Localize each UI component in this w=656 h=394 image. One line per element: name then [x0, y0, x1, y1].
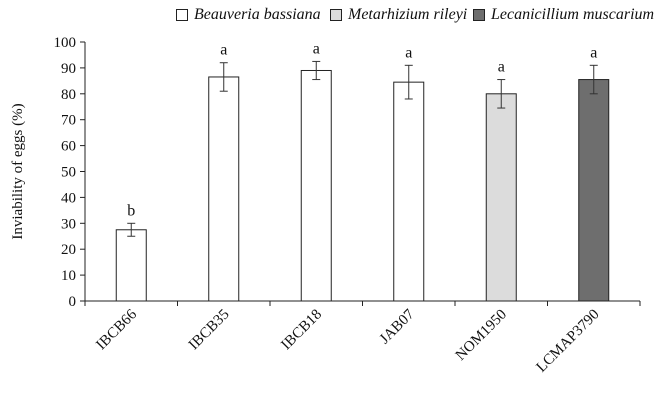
- y-tick-label: 30: [61, 216, 76, 232]
- bar: [578, 79, 610, 302]
- y-tick-label: 90: [61, 61, 76, 77]
- bar: [393, 81, 425, 302]
- x-tick-label: NOM1950: [453, 307, 510, 364]
- significance-letter: a: [220, 42, 227, 59]
- bar: [485, 93, 517, 302]
- legend-swatch-white: [176, 9, 188, 21]
- bar: [300, 69, 332, 302]
- x-tick-label: JAB07: [377, 306, 418, 347]
- y-tick-label: 50: [61, 165, 76, 181]
- y-tick-label: 40: [61, 190, 76, 206]
- legend-item-beauveria: Beauveria bassiana: [176, 6, 321, 24]
- legend-label: Metarhizium rileyi: [348, 6, 468, 23]
- y-tick-label: 10: [61, 268, 76, 284]
- y-tick-label: 70: [61, 113, 76, 129]
- significance-letter: a: [590, 44, 597, 61]
- significance-letter: a: [498, 59, 505, 76]
- bar: [208, 76, 240, 302]
- y-tick-label: 20: [61, 242, 76, 258]
- y-tick-label: 100: [54, 35, 77, 51]
- legend-label: Beauveria bassiana: [194, 6, 321, 23]
- significance-letter: a: [405, 44, 412, 61]
- x-tick-label: LCMAP3790: [534, 307, 603, 376]
- y-tick-label: 60: [61, 139, 76, 155]
- y-axis-title: Inviability of eggs (%): [10, 103, 26, 239]
- significance-letter: b: [127, 202, 135, 219]
- bar: [115, 229, 147, 302]
- legend-swatch-dark-gray: [473, 9, 485, 21]
- y-tick-label: 0: [69, 294, 77, 310]
- y-tick-label: 80: [61, 87, 76, 103]
- y-axis-ticks: 0 10 20 30 40 50 60 70 80 90 100: [54, 35, 85, 310]
- significance-letter: a: [313, 40, 320, 57]
- legend-item-lecanicillium: Lecanicillium muscarium: [473, 6, 654, 24]
- bars: b a a a a a: [115, 40, 610, 302]
- legend-swatch-light-gray: [330, 9, 342, 21]
- x-axis-labels: IBCB66 IBCB35 IBCB18 JAB07 NOM1950 LCMAP3790: [84, 301, 641, 376]
- x-tick-label: IBCB18: [278, 307, 325, 354]
- legend: Beauveria bassiana Metarhizium rileyi Le…: [0, 6, 656, 28]
- x-tick-label: IBCB66: [93, 306, 140, 353]
- x-tick-label: IBCB35: [186, 307, 233, 354]
- legend-label: Lecanicillium muscarium: [491, 6, 655, 23]
- legend-item-metarhizium: Metarhizium rileyi: [330, 6, 467, 24]
